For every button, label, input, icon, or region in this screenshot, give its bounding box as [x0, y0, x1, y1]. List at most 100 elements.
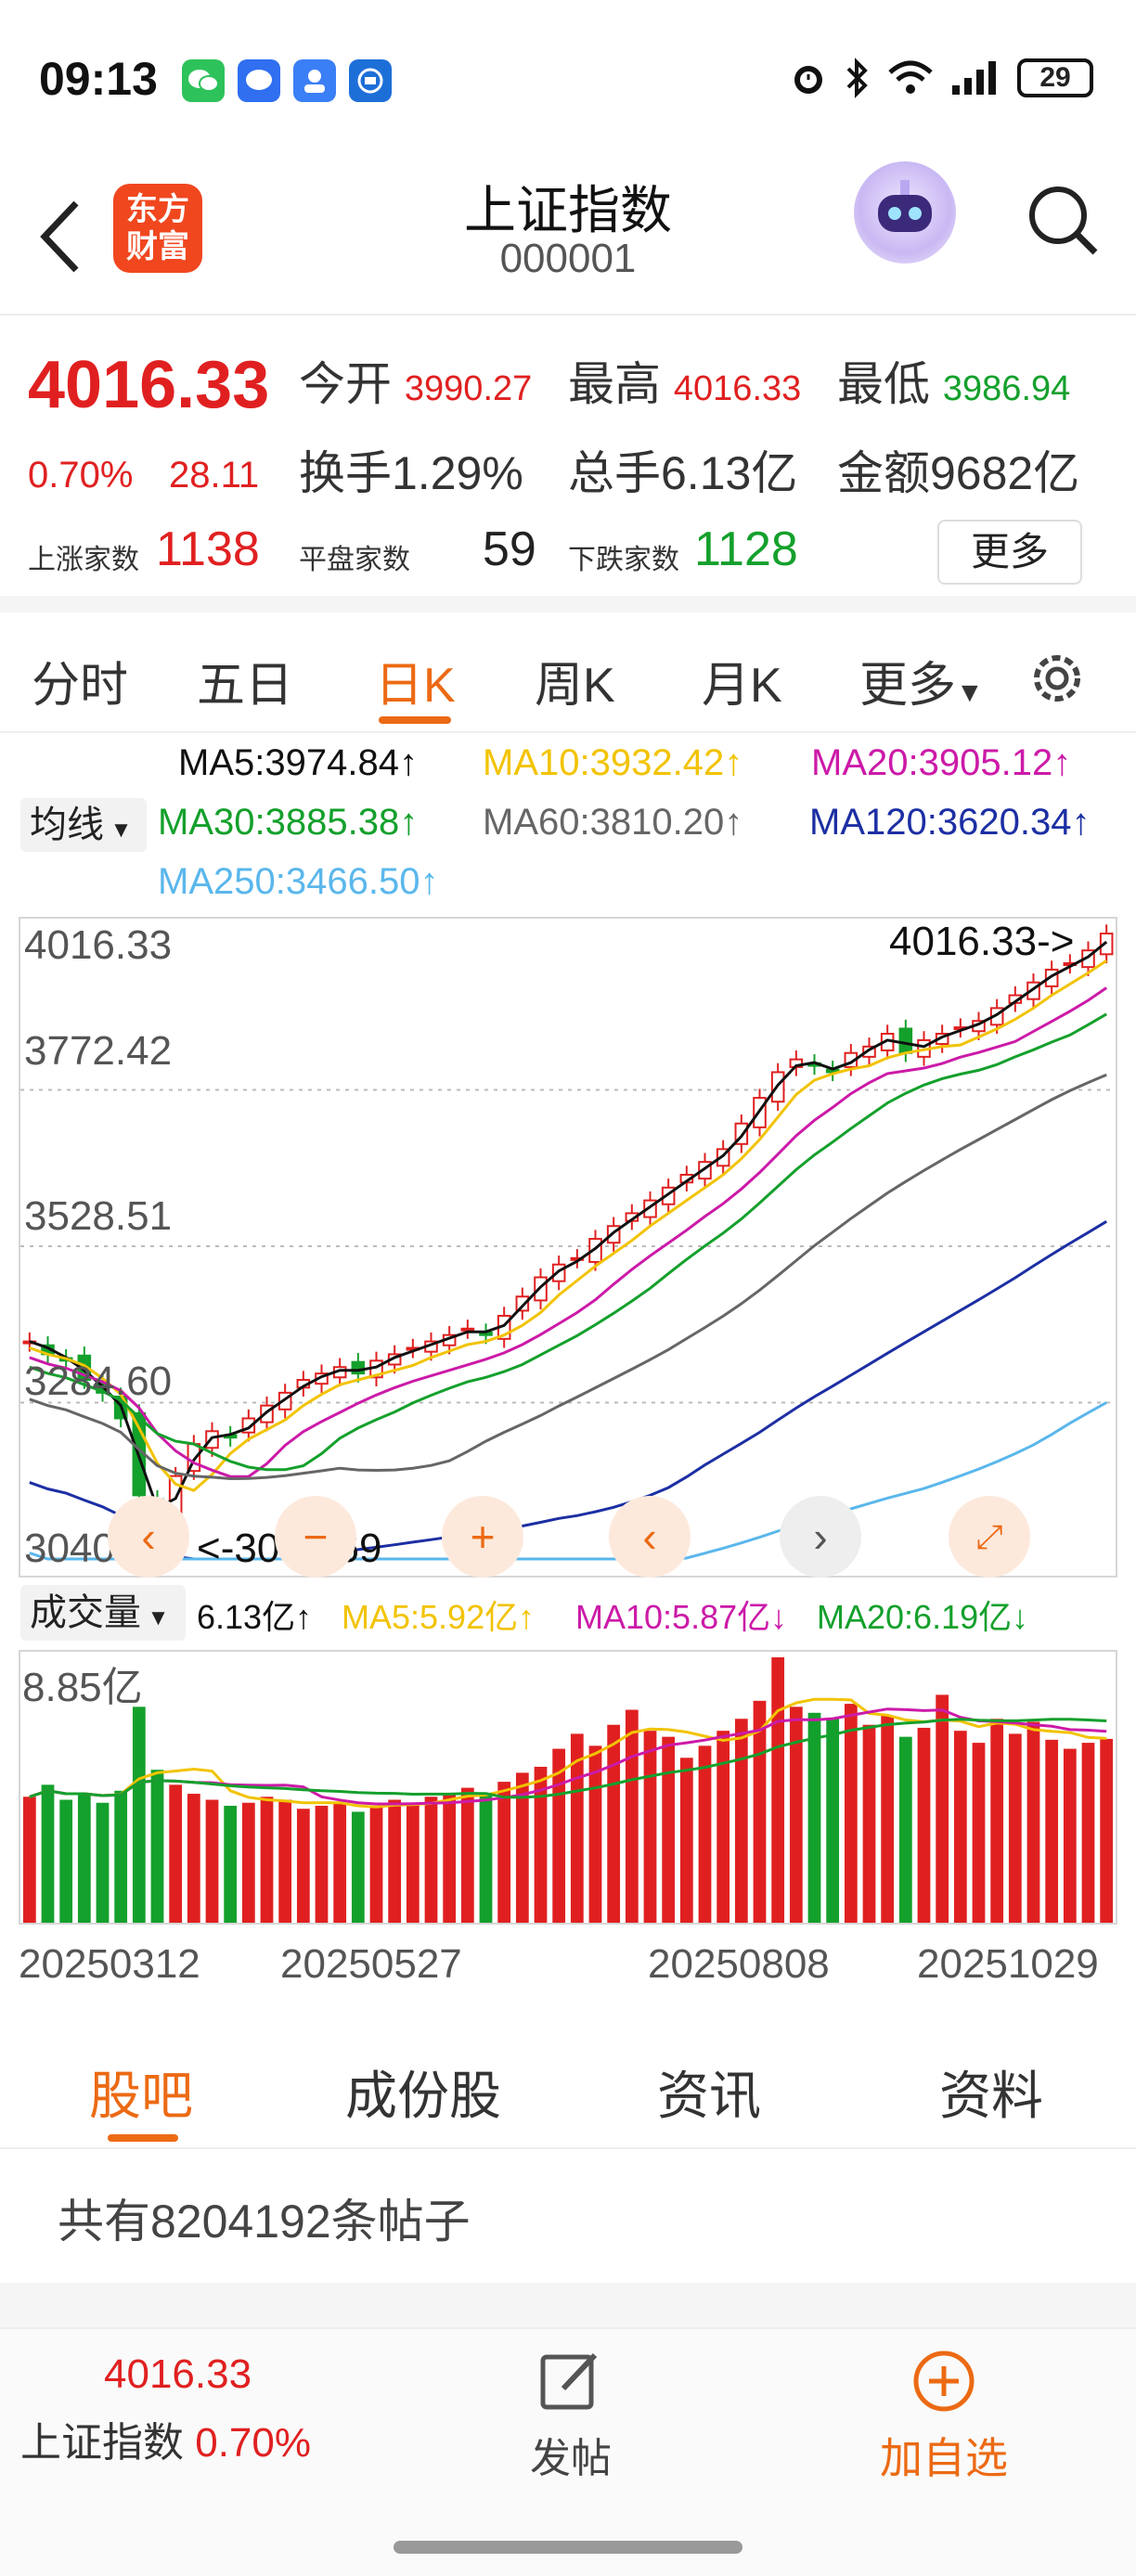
y-tick-label: 3772.42 — [24, 1028, 173, 1074]
pan-left-button[interactable]: ‹ — [609, 1496, 691, 1578]
more-quote-button[interactable]: 更多 — [937, 520, 1082, 585]
amount-label: 金额 — [837, 447, 930, 499]
home-indicator[interactable] — [394, 2541, 742, 2554]
volume-bar — [41, 1784, 55, 1923]
bottom-stock-pct: 0.70% — [195, 2420, 311, 2466]
volume-bar — [716, 1731, 730, 1923]
caret-down-icon: ▼ — [956, 677, 984, 708]
change-amount: 28.11 — [169, 455, 260, 496]
bottom-action-bar: 4016.33 上证指数 0.70% 发帖 加自选 — [0, 2327, 1136, 2576]
signal-icon — [952, 61, 996, 95]
volume-bar — [315, 1805, 329, 1923]
volume-bar — [187, 1794, 200, 1923]
y-tick-label: 3284.60 — [24, 1359, 173, 1404]
wifi-icon — [888, 60, 933, 94]
add-watchlist-button[interactable]: 加自选 — [874, 2348, 1013, 2486]
page-title: 上证指数 — [464, 181, 672, 239]
bottom-stock-name: 上证指数 0.70% — [20, 2409, 311, 2468]
volume-bar — [333, 1802, 347, 1923]
scroll-left-button[interactable]: ‹ — [108, 1496, 189, 1578]
tab-more[interactable]: 更多▼ — [859, 646, 984, 715]
volume-bar — [479, 1794, 493, 1923]
status-indicators: 29 — [789, 58, 1093, 98]
volume-bar — [753, 1700, 767, 1923]
candle-body — [898, 1027, 913, 1054]
volume-bar — [588, 1745, 602, 1923]
post-button[interactable]: 发帖 — [520, 2348, 622, 2484]
volume-bar — [1008, 1733, 1022, 1923]
chevron-left-icon: ‹ — [642, 1513, 657, 1561]
turnover-value: 1.29% — [392, 447, 523, 499]
volume-selector[interactable]: 成交量 ▼ — [20, 1585, 186, 1641]
content-tabs: 股吧 成份股 资讯 资料 — [0, 2025, 1136, 2149]
low-value: 3986.94 — [942, 369, 1071, 408]
low-row: 最低 3986.94 — [837, 347, 1070, 414]
eastmoney-logo[interactable]: 东方 财富 — [113, 184, 202, 273]
ma20-line — [29, 986, 1108, 1478]
tab-monthly-k[interactable]: 月K — [702, 659, 782, 713]
volume-bar — [898, 1736, 912, 1923]
volume-bar — [150, 1770, 164, 1923]
tab-daily-k[interactable]: 日K — [375, 659, 456, 713]
add-watchlist-label: 加自选 — [880, 2434, 1008, 2482]
wechat-icon — [182, 59, 225, 102]
active-content-tab-indicator — [108, 2134, 178, 2142]
tab-intraday[interactable]: 分时 — [32, 659, 129, 713]
volume-bar — [534, 1766, 548, 1923]
volume-bar — [460, 1787, 474, 1923]
tab-more-label: 更多 — [859, 659, 957, 713]
tab-weekly-k[interactable]: 周K — [535, 659, 615, 713]
ma-selector[interactable]: 均线 ▼ — [20, 798, 147, 852]
volume-bar — [734, 1719, 748, 1923]
volume-ma20-line — [29, 1718, 1107, 1799]
volume-bar — [679, 1758, 693, 1923]
bluetooth-icon — [846, 58, 868, 98]
ma250-line — [29, 1401, 1107, 1561]
minus-icon: − — [303, 1513, 329, 1561]
tab-news[interactable]: 资讯 — [657, 2067, 761, 2125]
message-icon — [238, 59, 280, 102]
tab-guba[interactable]: 股吧 — [89, 2067, 193, 2125]
volume-value: 6.13亿 — [661, 447, 798, 499]
ma30-legend: MA30:3885.38↑ — [158, 802, 419, 843]
volume-canvas — [22, 1657, 1114, 1923]
volume-bar — [169, 1784, 183, 1923]
divider — [0, 596, 1136, 612]
header: 东方 财富 上证指数 000001 — [0, 158, 1136, 316]
ma120-line — [29, 1220, 1107, 1561]
volume-row: 总手6.13亿 — [568, 436, 797, 503]
open-row: 今开 3990.27 — [299, 347, 532, 414]
volume-chart[interactable]: 8.85亿 — [19, 1650, 1117, 1925]
tab-profile[interactable]: 资料 — [939, 2067, 1043, 2125]
volume-bar — [789, 1707, 803, 1923]
volume-ma10: MA10:5.87亿↓ — [575, 1598, 788, 1636]
up-count: 1138 — [156, 522, 260, 576]
kline-chart[interactable]: 4016.33 3772.42 3528.51 3284.60 3040.69 … — [19, 917, 1117, 1578]
quote-panel: 4016.33 0.70% 28.11 今开 3990.27 最高 4016.3… — [0, 316, 1136, 612]
zoom-out-button[interactable]: − — [275, 1496, 356, 1578]
assistant-robot-icon[interactable] — [854, 161, 956, 264]
volume-label: 总手 — [568, 447, 661, 499]
back-button[interactable] — [37, 186, 93, 288]
high-row: 最高 4016.33 — [568, 347, 801, 414]
post-count: 共有8204192条帖子 — [58, 2196, 471, 2248]
volume-bar — [881, 1716, 895, 1923]
volume-bar — [388, 1799, 402, 1923]
fullscreen-button[interactable]: ⤢ — [949, 1496, 1030, 1578]
up-count-label: 上涨家数 — [28, 545, 139, 575]
contact-icon — [293, 59, 336, 102]
bottom-stock-name-text: 上证指数 — [20, 2420, 184, 2466]
volume-bar — [132, 1707, 146, 1923]
tab-five-day[interactable]: 五日 — [197, 659, 294, 713]
turnover-row: 换手1.29% — [299, 436, 523, 503]
tab-constituents[interactable]: 成份股 — [345, 2067, 501, 2125]
search-button[interactable] — [1021, 178, 1104, 262]
volume-bar — [205, 1799, 219, 1923]
volume-bar — [826, 1719, 840, 1923]
candle-body — [1099, 933, 1114, 956]
pan-right-button[interactable]: › — [780, 1496, 861, 1578]
zoom-in-button[interactable]: + — [442, 1496, 523, 1578]
volume-bar — [515, 1772, 529, 1923]
chart-settings-button[interactable] — [1025, 646, 1090, 711]
ma5-legend: MA5:3974.84↑ — [178, 742, 418, 783]
